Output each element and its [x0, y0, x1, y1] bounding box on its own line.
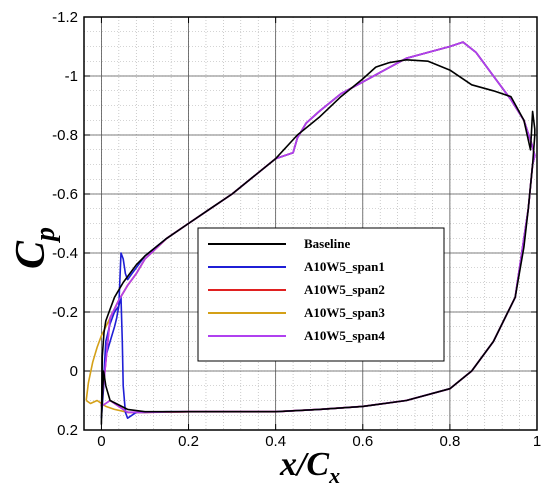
axis-ticks: 0 0.2 0.4 0.6 0.8 1 -1.2 -1 -0.8 -0.6 -0.4 -0.2 0 0.2 — [52, 9, 541, 450]
y-tick-label: 0.2 — [57, 422, 78, 439]
legend-box — [197, 227, 445, 362]
x-axis-title-sub: x — [328, 463, 340, 488]
legend: Baseline A10W5_span1 A10W5_span2 A10W5_span… — [197, 227, 445, 362]
y-axis-title: Cp — [8, 227, 61, 269]
legend-label: A10W5_span1 — [304, 259, 385, 274]
legend-label: A10W5_span2 — [304, 282, 385, 297]
series-line-baseline — [100, 58, 536, 425]
plot-frame — [83, 16, 538, 431]
y-tick-label: -0.2 — [52, 304, 78, 321]
legend-label: A10W5_span4 — [304, 328, 385, 343]
x-axis-title: x/Cx — [279, 446, 340, 488]
y-tick-label: -0.6 — [52, 186, 78, 203]
y-tick-label: -1 — [65, 68, 78, 85]
x-tick-label: 0.6 — [352, 433, 373, 450]
series-lines — [85, 41, 536, 425]
x-tick-label: 1 — [533, 433, 541, 450]
x-axis-title-main: x/C — [279, 446, 329, 483]
y-tick-label: -1.2 — [52, 9, 78, 26]
x-tick-label: 0.4 — [265, 433, 286, 450]
y-axis-title-sub: p — [30, 227, 61, 243]
grid — [83, 16, 538, 431]
legend-label: A10W5_span3 — [304, 305, 385, 320]
y-tick-label: -0.8 — [52, 127, 78, 144]
y-tick-label: 0 — [70, 363, 78, 380]
y-axis-title-main: C — [8, 240, 54, 269]
x-tick-label: 0.8 — [439, 433, 460, 450]
x-tick-label: 0.2 — [178, 433, 199, 450]
y-tick-label: -0.4 — [52, 245, 78, 262]
x-tick-label: 0 — [97, 433, 105, 450]
legend-label: Baseline — [304, 236, 350, 251]
